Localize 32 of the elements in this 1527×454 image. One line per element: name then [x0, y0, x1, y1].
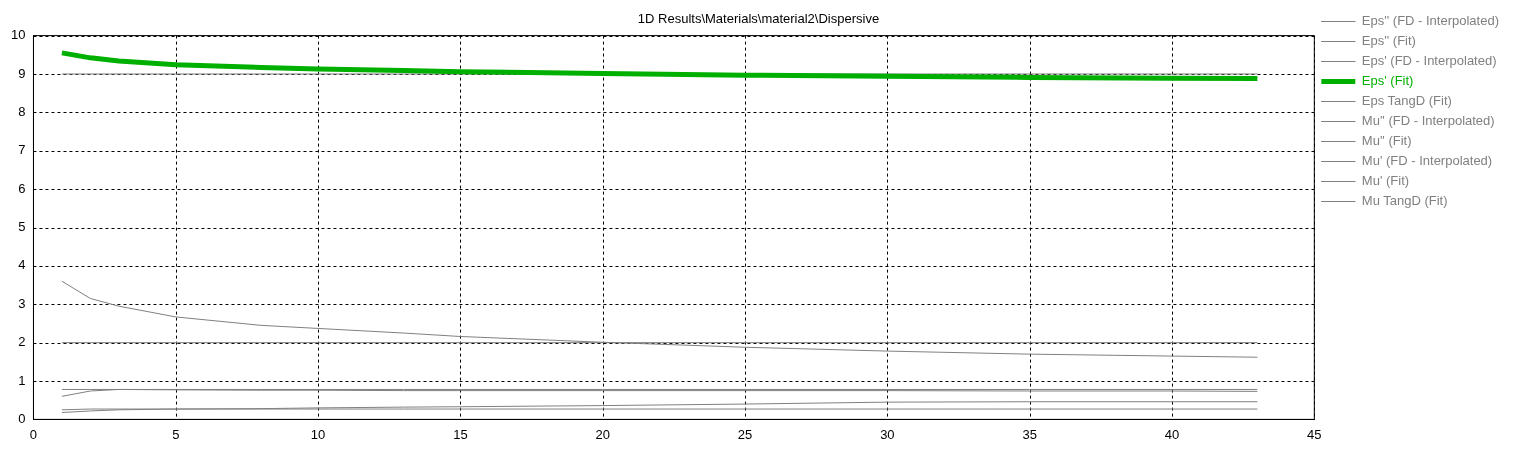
legend-label: Mu'' (Fit)	[1361, 133, 1412, 149]
x-tick-label: 10	[310, 426, 326, 442]
x-tick-label: 20	[595, 426, 610, 442]
y-tick-label: 7	[18, 142, 26, 158]
legend-label: Mu'' (FD - Interpolated)	[1361, 113, 1495, 129]
y-tick-label: 10	[10, 27, 26, 43]
x-tick-label: 35	[1022, 426, 1037, 442]
x-tick-label: 15	[453, 426, 468, 442]
y-tick-label: 3	[18, 295, 26, 311]
y-tick-label: 5	[18, 219, 26, 235]
y-tick-label: 6	[18, 180, 26, 196]
x-tick-label: 0	[29, 426, 38, 442]
legend-label: Eps'' (FD - Interpolated)	[1361, 13, 1500, 29]
x-tick-label: 25	[737, 426, 753, 442]
legend-label: Eps'' (Fit)	[1361, 33, 1416, 49]
legend-label: Eps' (FD - Interpolated)	[1361, 53, 1497, 69]
x-tick-label: 40	[1164, 426, 1180, 442]
y-tick-label: 1	[18, 372, 26, 388]
legend-label: Mu' (Fit)	[1361, 173, 1410, 189]
x-tick-label: 30	[880, 426, 895, 442]
x-tick-label: 45	[1307, 426, 1322, 442]
y-tick-label: 4	[18, 257, 26, 273]
legend-label: Eps' (Fit)	[1361, 73, 1414, 89]
y-tick-label: 8	[18, 103, 26, 119]
legend-label: Mu' (FD - Interpolated)	[1361, 153, 1493, 169]
y-tick-label: 9	[18, 65, 26, 81]
chart-title: 1D Results\Materials\material2\Dispersive	[637, 11, 880, 27]
legend-label: Mu TangD (Fit)	[1361, 193, 1448, 209]
y-tick-label: 0	[18, 410, 26, 426]
legend-label: Eps TangD (Fit)	[1361, 93, 1452, 109]
y-tick-label: 2	[18, 334, 26, 350]
x-tick-label: 5	[172, 426, 180, 442]
